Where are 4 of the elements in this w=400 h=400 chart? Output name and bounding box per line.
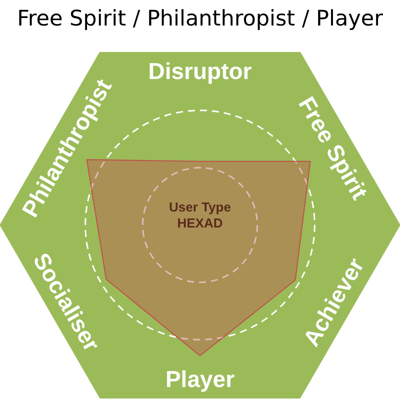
text: User Type HEXAD <box>169 200 231 230</box>
spoke-label: Player <box>165 366 235 392</box>
chart-title: Free Spirit / Philanthropist / Player <box>17 6 384 32</box>
spoke-label: Disruptor <box>148 58 252 84</box>
